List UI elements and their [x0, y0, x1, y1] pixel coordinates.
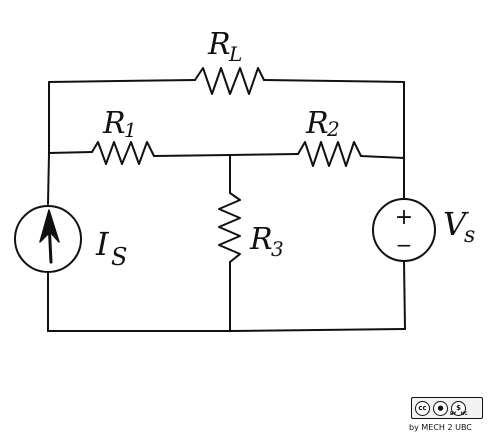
- label-r3-sub: 3: [271, 237, 284, 261]
- resistor-r1: [91, 141, 155, 165]
- label-r2-sub: 2: [326, 117, 340, 141]
- resistor-r3: [218, 192, 241, 263]
- wire-mid-left: [48, 151, 93, 154]
- badge-tag-by: BY: [450, 412, 457, 417]
- label-vs-sub: s: [464, 223, 475, 248]
- license-badge[interactable]: cc ● $ BY NC: [411, 397, 483, 419]
- by-icon: ●: [433, 400, 448, 416]
- label-rl-main: R: [207, 27, 231, 62]
- resistor-rl: [194, 67, 265, 95]
- label-is-main: I: [95, 225, 110, 263]
- label-is: I S: [95, 225, 127, 271]
- badge-tag-nc: NC: [460, 412, 468, 417]
- label-vs-main: V: [443, 205, 469, 243]
- wire-mid-center-right: [229, 153, 299, 156]
- wire-mid-center-left: [153, 154, 231, 157]
- label-r1: R 1: [102, 106, 137, 142]
- vs-minus-sign: −: [396, 233, 413, 257]
- label-r2-main: R: [305, 106, 329, 141]
- label-rl-sub: L: [228, 42, 242, 66]
- resistor-r2: [297, 141, 362, 167]
- label-r3: R 3: [249, 222, 284, 261]
- wire-mid-right: [360, 155, 405, 159]
- nc-icon: $: [451, 400, 466, 416]
- current-arrow-icon: [39, 209, 60, 264]
- wire-top-right: [263, 79, 405, 83]
- label-r3-main: R: [249, 222, 273, 257]
- wire-top-left: [48, 79, 196, 83]
- vs-plus-sign: +: [395, 205, 413, 230]
- label-rl: R L: [207, 27, 242, 66]
- label-r1-sub: 1: [124, 118, 137, 142]
- label-r2: R 2: [305, 106, 340, 141]
- wire-bottom: [47, 328, 406, 332]
- wire-is-top: [47, 152, 50, 205]
- label-r1-main: R: [102, 106, 126, 141]
- wire-vs-bottom: [403, 260, 406, 330]
- label-is-sub: S: [111, 243, 127, 271]
- badge-tags: BY NC: [450, 412, 468, 417]
- license-credit: by MECH 2 UBC: [409, 423, 472, 432]
- cc-icon: cc: [415, 400, 430, 416]
- label-vs: V s: [443, 205, 475, 248]
